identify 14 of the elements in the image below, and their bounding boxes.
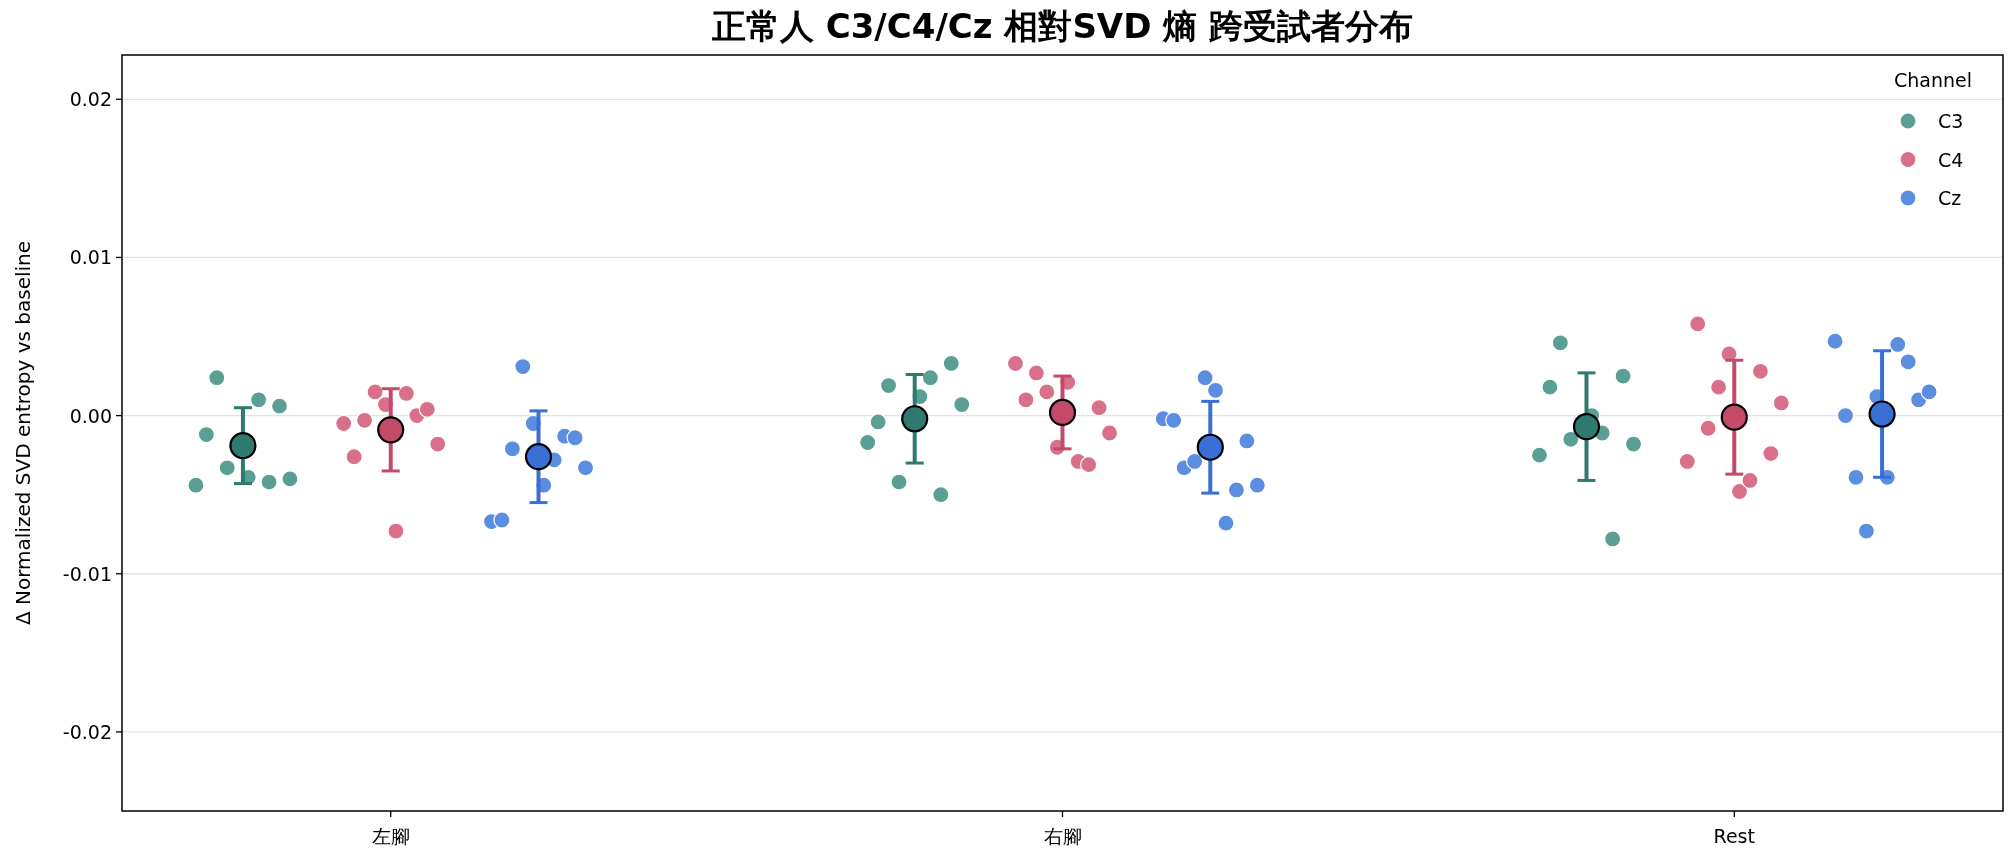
legend-label: C3 xyxy=(1938,110,1964,132)
legend-label: C4 xyxy=(1938,148,1964,171)
y-tick-label: 0.00 xyxy=(69,404,112,427)
legend-title: Channel xyxy=(1893,69,1973,91)
x-tick-label: 右腳 xyxy=(1043,825,1082,847)
x-tick-label: 左腳 xyxy=(371,825,410,847)
y-axis-title: Δ Normalized SVD entropy vs baseline xyxy=(11,240,35,626)
chart-title: 正常人 C3/C4/Cz 相對SVD 熵 跨受試者分布 xyxy=(710,6,1414,46)
legend-label: Cz xyxy=(1938,187,1962,209)
y-tick-label: -0.01 xyxy=(62,562,112,585)
x-tick-label: Rest xyxy=(1713,825,1755,847)
y-tick-label: -0.02 xyxy=(62,720,112,743)
y-tick-label: 0.02 xyxy=(69,88,112,111)
y-tick-label: 0.01 xyxy=(69,246,112,269)
